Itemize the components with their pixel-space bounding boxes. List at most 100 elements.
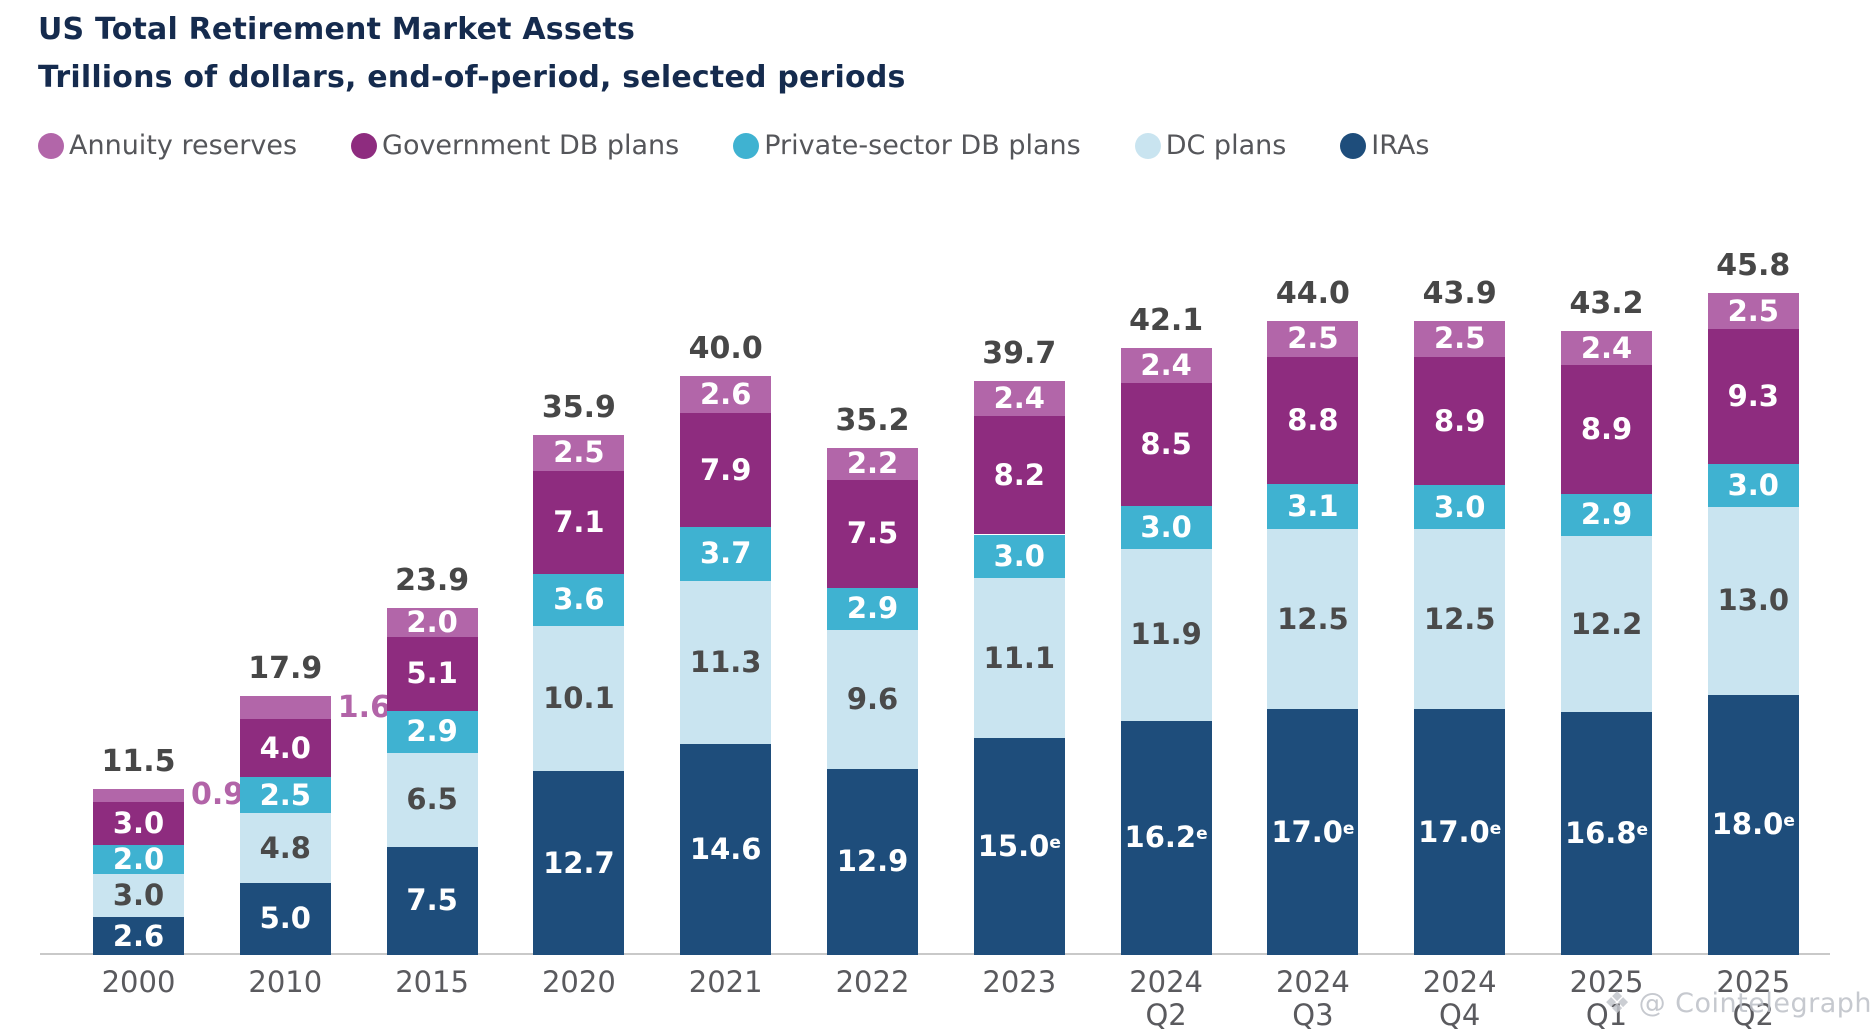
cointelegraph-diamond-icon: ❖ <box>1603 985 1631 1021</box>
segment-value: 7.5 <box>846 516 899 551</box>
segment-value: 9.6 <box>846 681 899 716</box>
segment-private_db-2023: 3.0 <box>973 534 1065 578</box>
x-axis-label-2025-Q2: 2025 Q2 <box>1716 965 1791 1030</box>
segment-value: 2.0 <box>406 605 458 640</box>
segment-gov_db-2024-Q2: 8.5 <box>1120 382 1212 506</box>
segment-iras-2020: 12.7 <box>533 771 625 955</box>
segment-value: 11.9 <box>1130 617 1202 652</box>
bar-total-2010: 17.9 <box>248 651 323 687</box>
chart-title: US Total Retirement Market Assets <box>38 12 636 47</box>
segment-value: 4.0 <box>259 730 311 765</box>
segment-annuity-2000 <box>93 788 184 802</box>
x-axis-label-2025-Q1: 2025 Q1 <box>1569 965 1644 1030</box>
segment-dc-2000: 3.0 <box>93 874 184 918</box>
segment-value: 8.2 <box>993 457 1045 492</box>
segment-iras-2010: 5.0 <box>239 882 331 955</box>
bar-total-2024-Q2: 42.1 <box>1129 303 1204 339</box>
x-axis-label-2024-Q3: 2024 Q3 <box>1275 965 1350 1030</box>
segment-value: 15.0e <box>977 829 1061 864</box>
segment-dc-2015: 6.5 <box>386 752 478 847</box>
segment-iras-2024-Q3: 17.0e <box>1267 709 1359 955</box>
segment-dc-2022: 9.6 <box>827 629 918 769</box>
segment-gov_db-2024-Q3: 8.8 <box>1267 356 1359 484</box>
segment-annuity-2015: 2.0 <box>386 605 478 640</box>
segment-private_db-2021: 3.7 <box>680 527 772 581</box>
segment-value: 12.5 <box>1423 601 1496 636</box>
bar-total-2000: 11.5 <box>101 743 176 779</box>
legend-swatch-annuity <box>38 132 64 159</box>
segment-value: 7.1 <box>553 504 605 539</box>
segment-value-outside-annuity: 0.9 <box>191 777 245 813</box>
bar-total-2025-Q2: 45.8 <box>1716 248 1791 284</box>
segment-gov_db-2021: 7.9 <box>680 413 772 528</box>
x-axis-label-2020: 2020 <box>541 965 616 999</box>
segment-private_db-2025-Q2: 3.0 <box>1707 463 1799 508</box>
segment-value: 2.5 <box>259 777 311 812</box>
legend-item-private_db: Private-sector DB plans <box>733 130 1081 161</box>
bar-total-2015: 23.9 <box>395 563 470 599</box>
segment-value: 11.3 <box>689 644 762 679</box>
legend-swatch-gov_db <box>351 132 378 159</box>
legend-label-iras: IRAs <box>1371 130 1430 161</box>
segment-value: 2.6 <box>112 918 165 953</box>
segment-value-outside-annuity: 1.6 <box>337 689 391 725</box>
segment-dc-2024-Q4: 12.5 <box>1414 528 1506 710</box>
segment-dc-2023: 11.1 <box>973 577 1065 739</box>
segment-dc-2024-Q3: 12.5 <box>1267 528 1359 710</box>
x-axis-label-2024-Q2: 2024 Q2 <box>1129 965 1203 1030</box>
segment-private_db-2010: 2.5 <box>239 777 331 814</box>
bar-total-2024-Q3: 44.0 <box>1275 275 1350 311</box>
segment-value: 2.9 <box>1580 497 1633 532</box>
segment-value: 12.9 <box>836 844 909 879</box>
segment-private_db-2025-Q1: 2.9 <box>1561 494 1652 536</box>
segment-dc-2021: 11.3 <box>680 580 772 745</box>
segment-value: 2.4 <box>1140 347 1192 382</box>
segment-value: 7.9 <box>700 452 752 487</box>
x-axis-line <box>40 953 1830 955</box>
x-axis-label-2022: 2022 <box>835 965 910 999</box>
segment-iras-2025-Q1: 16.8e <box>1561 712 1652 955</box>
segment-value: 17.0e <box>1418 814 1502 849</box>
watermark-text: @ Cointelegraph <box>1638 988 1872 1019</box>
segment-value: 12.2 <box>1570 606 1643 641</box>
segment-annuity-2022: 2.2 <box>827 447 918 480</box>
segment-annuity-2025-Q1: 2.4 <box>1561 330 1652 366</box>
segment-value: 5.1 <box>406 656 458 691</box>
segment-iras-2015: 7.5 <box>386 846 478 955</box>
segment-gov_db-2020: 7.1 <box>533 470 625 574</box>
x-axis-label-2015: 2015 <box>395 965 469 999</box>
segment-value: 3.7 <box>700 536 752 571</box>
segment-value: 2.5 <box>1287 321 1339 356</box>
segment-gov_db-2022: 7.5 <box>827 479 918 588</box>
segment-annuity-2023: 2.4 <box>973 381 1065 416</box>
segment-value: 12.7 <box>543 845 615 880</box>
legend-label-gov_db: Government DB plans <box>382 130 680 161</box>
legend-label-dc: DC plans <box>1165 130 1287 161</box>
bar-total-2021: 40.0 <box>688 330 763 366</box>
segment-value: 11.1 <box>983 640 1056 675</box>
bar-total-2024-Q4: 43.9 <box>1422 275 1497 311</box>
segment-value: 2.0 <box>112 842 165 877</box>
bar-total-2020: 35.9 <box>541 389 616 425</box>
segment-gov_db-2010: 4.0 <box>239 719 331 778</box>
segment-value: 2.4 <box>993 381 1045 416</box>
segment-iras-2023: 15.0e <box>973 738 1065 955</box>
segment-value: 8.8 <box>1287 402 1339 437</box>
segment-value: 3.0 <box>993 538 1045 573</box>
segment-annuity-2024-Q4: 2.5 <box>1414 320 1506 357</box>
segment-value: 2.9 <box>406 714 458 749</box>
segment-annuity-2024-Q3: 2.5 <box>1267 320 1359 357</box>
segment-annuity-2020: 2.5 <box>533 434 625 471</box>
x-axis-label-2000: 2000 <box>101 965 176 999</box>
legend-swatch-iras <box>1340 132 1367 159</box>
segment-value: 8.5 <box>1140 426 1192 461</box>
segment-private_db-2000: 2.0 <box>93 842 184 877</box>
segment-value: 3.6 <box>553 582 605 617</box>
segment-value: 4.8 <box>259 830 311 865</box>
segment-value: 12.5 <box>1277 601 1349 636</box>
legend-label-annuity: Annuity reserves <box>69 130 298 161</box>
legend-item-iras: IRAs <box>1340 130 1429 161</box>
segment-iras-2021: 14.6 <box>680 744 772 955</box>
segment-value: 9.3 <box>1727 379 1779 413</box>
